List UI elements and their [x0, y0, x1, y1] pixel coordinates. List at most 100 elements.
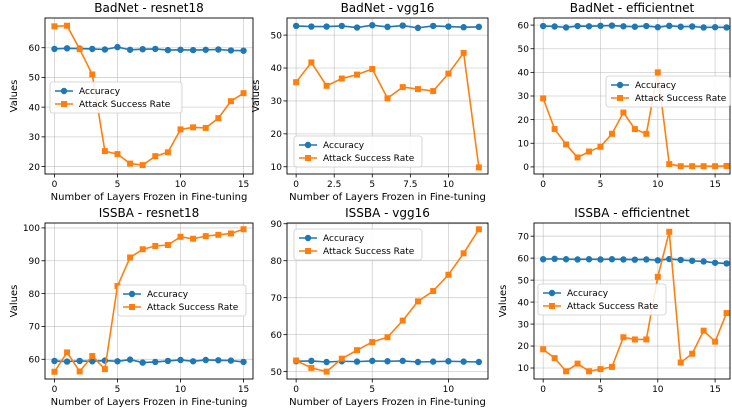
y-tick-label: 40 — [29, 103, 41, 113]
data-point-attack-success-rate — [430, 288, 437, 295]
chart-title: ISSBA - resnet18 — [99, 206, 199, 220]
y-tick-label: 60 — [29, 355, 41, 365]
plot-area — [51, 22, 247, 169]
data-point-accuracy — [202, 356, 209, 364]
data-point-accuracy — [139, 46, 146, 53]
y-tick-label: 60 — [518, 254, 530, 264]
x-axis-label: Number of Layers Frozen in Fine-tuning — [51, 192, 248, 203]
data-point-accuracy — [414, 358, 422, 366]
x-tick-label: 15 — [709, 180, 720, 190]
data-point-accuracy — [643, 22, 650, 30]
data-point-attack-success-rate — [293, 357, 300, 364]
axes-frame — [533, 222, 731, 380]
data-point-accuracy — [551, 23, 558, 30]
data-point-accuracy — [89, 45, 96, 53]
y-tick-label: 20 — [29, 163, 41, 173]
data-point-attack-success-rate — [586, 368, 593, 375]
data-point-attack-success-rate — [152, 153, 159, 160]
legend-label-attack-success-rate: Attack Success Rate — [635, 94, 727, 104]
legend-label-accuracy: Accuracy — [147, 290, 189, 300]
legend-label-accuracy: Accuracy — [79, 87, 121, 97]
y-tick-label: 70 — [518, 232, 530, 242]
data-point-attack-success-rate — [631, 336, 638, 343]
data-point-attack-success-rate — [551, 126, 558, 133]
y-tick-label: 80 — [271, 257, 283, 267]
data-point-accuracy — [126, 46, 134, 53]
data-point-accuracy — [114, 358, 121, 365]
data-point-attack-success-rate — [76, 46, 83, 53]
y-tick-label: 30 — [518, 92, 530, 102]
data-point-attack-success-rate — [475, 226, 482, 233]
data-point-accuracy — [139, 359, 146, 366]
y-tick-label: 10 — [271, 163, 283, 173]
data-point-accuracy — [308, 23, 315, 30]
data-point-accuracy — [76, 357, 83, 365]
y-tick-label: 100 — [23, 224, 40, 234]
data-point-attack-success-rate — [190, 235, 197, 242]
data-point-accuracy — [323, 23, 330, 30]
data-point-attack-success-rate — [700, 163, 707, 170]
x-tick-label: 10 — [443, 385, 455, 395]
data-point-attack-success-rate — [574, 360, 581, 367]
y-tick-label: 70 — [271, 294, 283, 304]
data-point-attack-success-rate — [89, 71, 96, 78]
y-tick-label: 30 — [518, 320, 530, 330]
data-point-accuracy — [562, 24, 570, 31]
data-point-attack-success-rate — [51, 368, 58, 375]
data-point-attack-success-rate — [177, 233, 184, 240]
x-tick-label: 10 — [652, 385, 664, 395]
data-point-attack-success-rate — [227, 230, 234, 237]
axes-frame — [44, 17, 254, 175]
data-point-accuracy — [215, 46, 222, 53]
data-point-attack-success-rate — [338, 75, 345, 82]
data-point-accuracy — [460, 358, 467, 365]
x-tick-label: 10 — [175, 385, 187, 395]
x-axis-label: Number of Layers Frozen in Fine-tuning — [289, 397, 486, 408]
y-axis-label: Values — [498, 285, 509, 318]
x-tick-label: 5 — [115, 180, 121, 190]
data-point-attack-success-rate — [227, 98, 234, 105]
y-tick-label: 60 — [518, 21, 530, 31]
data-point-attack-success-rate — [354, 71, 361, 78]
data-point-attack-success-rate — [369, 66, 376, 73]
legend-marker-attack-success-rate — [305, 248, 311, 254]
data-point-attack-success-rate — [293, 79, 300, 86]
data-point-attack-success-rate — [677, 359, 684, 366]
legend-box — [605, 75, 731, 108]
data-point-accuracy — [152, 45, 159, 53]
series-line-attack-success-rate — [53, 228, 244, 373]
series-line-attack-success-rate — [54, 24, 244, 166]
axes-frame — [286, 222, 489, 380]
chart-title: BadNet - vgg16 — [341, 1, 435, 15]
axes-frame — [44, 222, 254, 380]
data-point-attack-success-rate — [323, 82, 330, 89]
subplot-3: 0 5 10 15 0 10 20 30 40 50 60 BadNet - efficientnet… — [518, 1, 731, 190]
data-point-attack-success-rate — [152, 242, 159, 249]
x-tick-label: 15 — [238, 385, 249, 395]
data-point-attack-success-rate — [475, 164, 482, 171]
data-point-attack-success-rate — [540, 95, 547, 102]
data-point-accuracy — [574, 256, 581, 263]
data-point-accuracy — [608, 256, 616, 263]
data-point-attack-success-rate — [712, 163, 719, 170]
data-point-attack-success-rate — [384, 95, 391, 102]
legend-marker-accuracy — [128, 290, 136, 298]
y-tick-label: 10 — [518, 364, 530, 374]
x-tick-label: 5 — [598, 180, 604, 190]
data-point-attack-success-rate — [712, 338, 719, 345]
x-tick-label: 10 — [652, 180, 664, 190]
data-point-attack-success-rate — [164, 149, 171, 156]
data-point-attack-success-rate — [190, 124, 197, 131]
data-point-accuracy — [631, 256, 639, 263]
data-point-attack-success-rate — [338, 355, 345, 362]
data-point-accuracy — [700, 258, 707, 265]
x-axis-label: Number of Layers Frozen in Fine-tuning — [289, 192, 486, 203]
data-point-accuracy — [292, 22, 300, 30]
data-point-accuracy — [227, 357, 235, 364]
data-point-attack-success-rate — [608, 363, 615, 370]
data-point-attack-success-rate — [164, 242, 171, 249]
data-point-accuracy — [429, 22, 437, 30]
data-point-accuracy — [89, 358, 96, 365]
data-point-accuracy — [460, 24, 467, 31]
plot-area — [539, 22, 730, 170]
